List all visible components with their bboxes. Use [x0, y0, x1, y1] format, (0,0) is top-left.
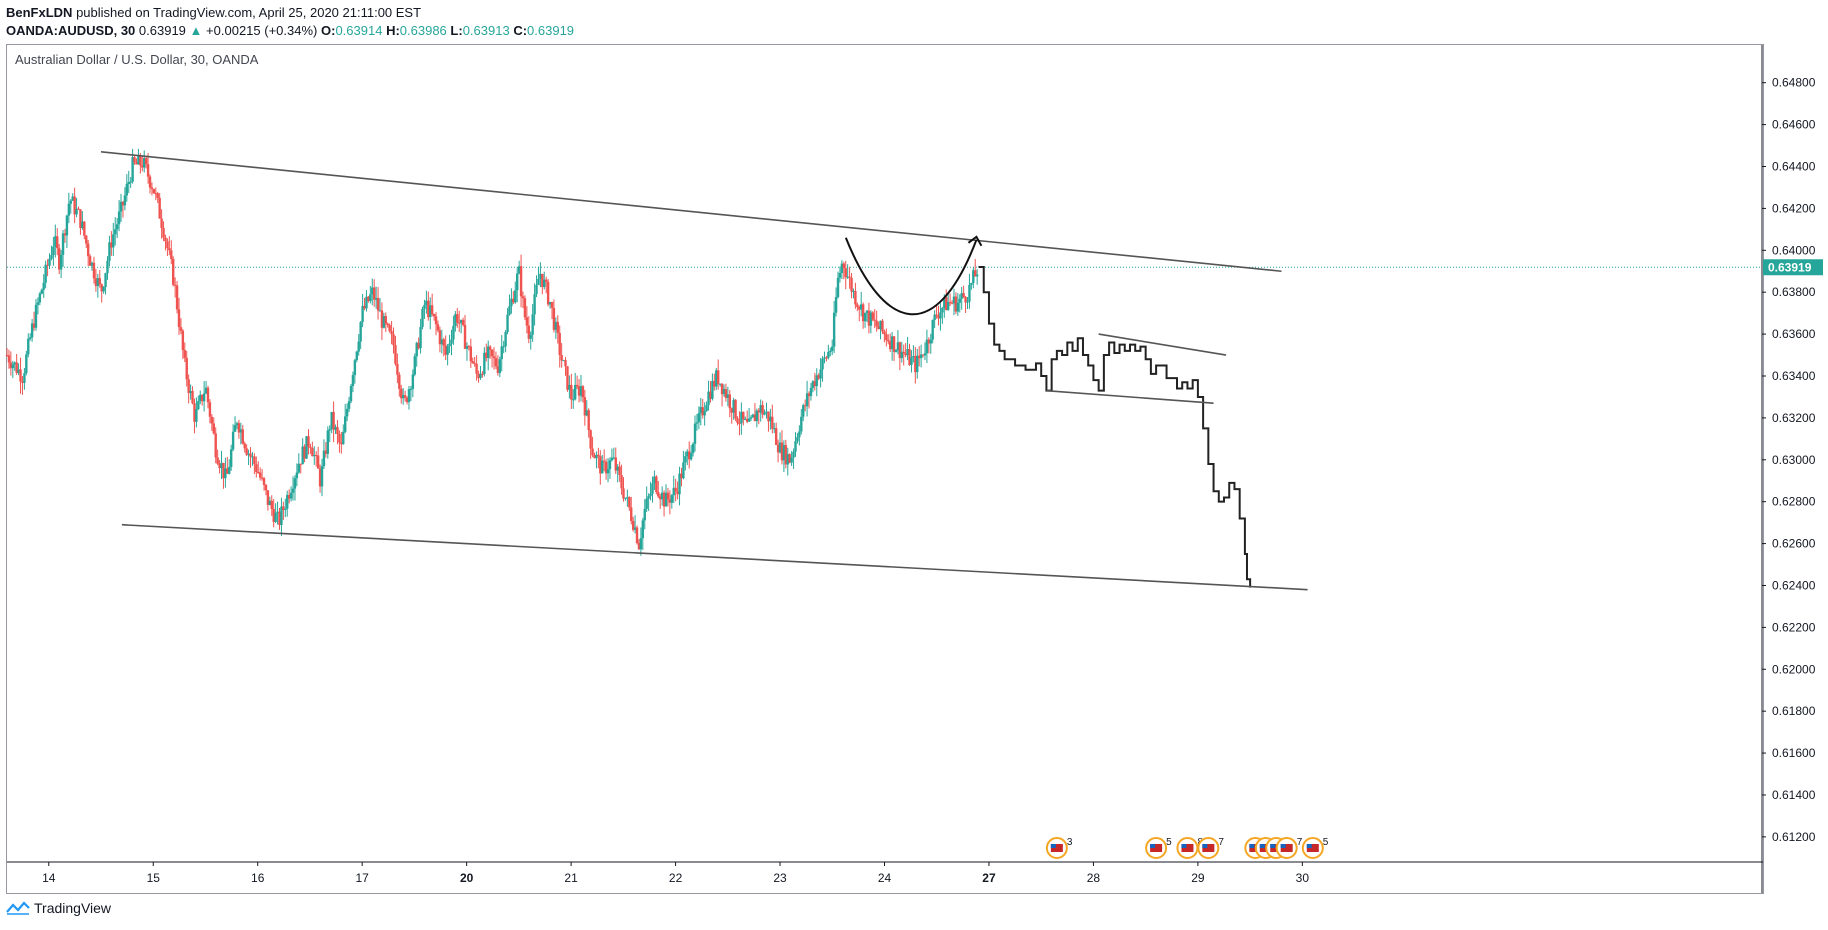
price-tick-label: 0.62400 [1772, 578, 1816, 592]
low-value: 0.63913 [462, 23, 510, 38]
last-price-tag [1763, 259, 1823, 276]
price-tick-label: 0.63400 [1772, 369, 1816, 383]
price-tick-label: 0.64400 [1772, 160, 1816, 174]
price-tick-label: 0.62000 [1772, 662, 1816, 676]
author-name[interactable]: BenFxLDN [6, 5, 73, 20]
last-price: 0.63919 [138, 23, 186, 38]
price-tick-label: 0.61200 [1772, 830, 1816, 844]
quote-line: OANDA:AUDUSD, 30 0.63919 ▲ +0.00215 (+0.… [6, 22, 574, 40]
tradingview-logo-icon [6, 901, 30, 915]
open-label: O: [320, 23, 336, 38]
low-label: L: [450, 23, 463, 38]
price-tick-label: 0.62200 [1772, 620, 1816, 634]
price-tick-label: 0.63000 [1772, 453, 1816, 467]
price-tick-label: 0.64000 [1772, 243, 1816, 257]
price-tick-label: 0.64600 [1772, 118, 1816, 132]
up-arrow-icon: ▲ [189, 23, 203, 38]
price-tick-label: 0.61800 [1772, 704, 1816, 718]
price-tick-label: 0.64800 [1772, 76, 1816, 90]
price-tick-label: 0.63800 [1772, 285, 1816, 299]
symbol-label: OANDA:AUDUSD, 30 [6, 23, 136, 38]
chart-frame[interactable] [6, 44, 1764, 894]
publish-info: published on TradingView.com, April 25, … [76, 5, 422, 20]
high-label: H: [386, 23, 400, 38]
price-tick-label: 0.61400 [1772, 788, 1816, 802]
publish-line: BenFxLDN published on TradingView.com, A… [6, 4, 574, 22]
open-value: 0.63914 [335, 23, 383, 38]
footer: TradingView [6, 900, 111, 916]
price-tick-label: 0.63600 [1772, 327, 1816, 341]
price-tick-label: 0.61600 [1772, 746, 1816, 760]
price-tick-label: 0.62600 [1772, 537, 1816, 551]
close-value: 0.63919 [527, 23, 575, 38]
high-value: 0.63986 [399, 23, 447, 38]
price-tick-label: 0.63200 [1772, 411, 1816, 425]
last-price-label: 0.63919 [1768, 260, 1812, 274]
close-label: C: [513, 23, 528, 38]
price-tick-label: 0.64200 [1772, 201, 1816, 215]
price-tick-label: 0.62800 [1772, 495, 1816, 509]
chart-title: Australian Dollar / U.S. Dollar, 30, OAN… [15, 52, 259, 67]
chart-header: BenFxLDN published on TradingView.com, A… [6, 4, 574, 40]
tradingview-brand[interactable]: TradingView [34, 900, 112, 916]
price-change: +0.00215 (+0.34%) [206, 23, 318, 38]
